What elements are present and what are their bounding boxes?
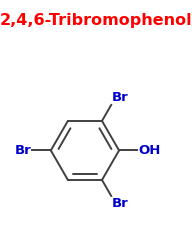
Text: OH: OH [138, 144, 161, 157]
Text: Br: Br [112, 197, 129, 210]
Text: Br: Br [15, 144, 31, 157]
Text: Br: Br [112, 91, 129, 104]
Text: 2,4,6-Tribromophenol: 2,4,6-Tribromophenol [0, 13, 192, 28]
